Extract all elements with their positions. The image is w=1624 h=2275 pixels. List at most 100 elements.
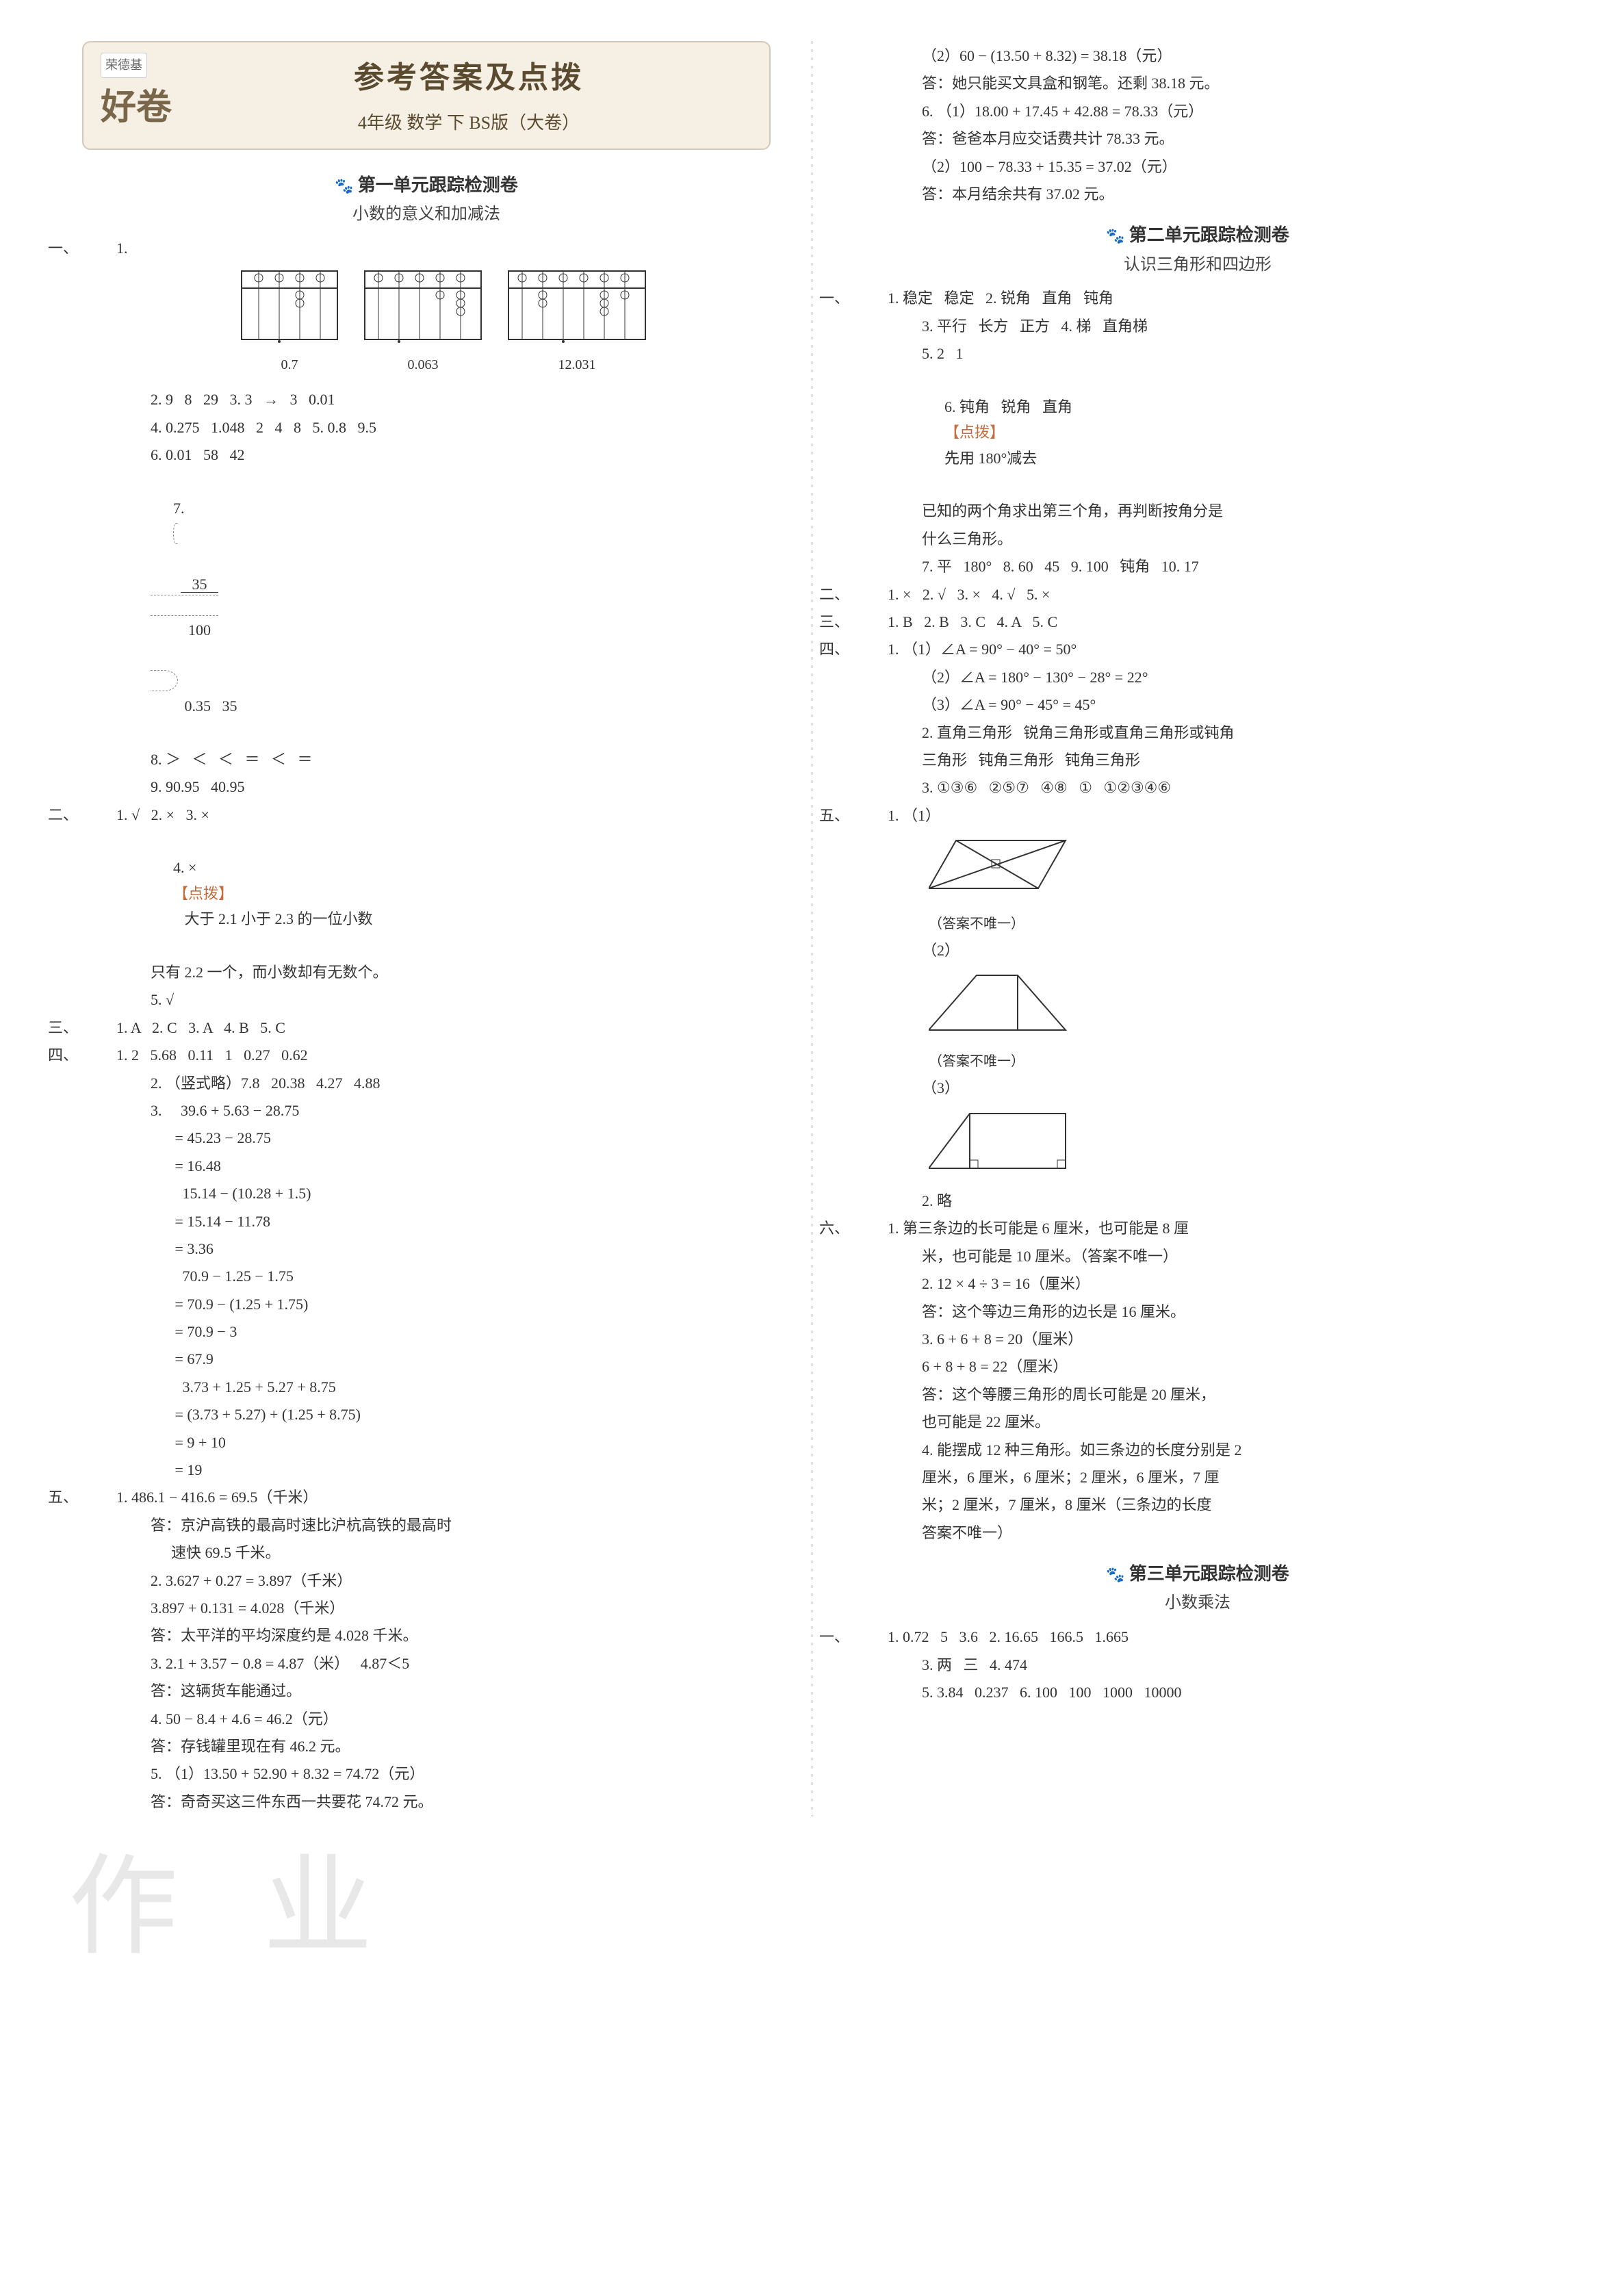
u1s2-q1-3: 1. √ 2. × 3. × <box>116 806 209 823</box>
u1s4-q3: 3. 39.6 + 5.63 − 28.75 <box>82 1098 771 1123</box>
u2s6-q1at: 1. 第三条边的长可能是 6 厘米，也可能是 8 厘 <box>888 1220 1189 1237</box>
u2s3: 三、1. B 2. B 3. C 4. A 5. C <box>853 609 1542 634</box>
u1s5-q4a: 4. 50 − 8.4 + 4.6 = 46.2（元） <box>82 1706 771 1732</box>
u1s4-q3-1: = 45.23 − 28.75 <box>82 1125 771 1151</box>
abacus-label-1: 0.7 <box>238 353 341 376</box>
u1s3-text: 1. A 2. C 3. A 4. B 5. C <box>116 1019 285 1036</box>
left-column: 荣德基 好卷 参考答案及点拨 4年级 数学 下 BS版（大卷） 🐾 第一单元跟踪检… <box>82 41 771 1816</box>
u1s5-q5b: 答：奇奇买这三件东西一共要花 74.72 元。 <box>82 1789 771 1814</box>
abacus-label-2: 0.063 <box>361 353 485 376</box>
u2s1-q1t: 1. 稳定 稳定 2. 锐角 直角 钝角 <box>888 290 1113 307</box>
shape-2 <box>929 968 1542 1044</box>
u1s4-q3-6: 70.9 − 1.25 − 1.75 <box>82 1263 771 1289</box>
watermark: 作 业 <box>68 1814 400 2000</box>
u1s5-q6b: 答：爸爸本月应交话费共计 78.33 元。 <box>853 126 1542 151</box>
u3s1-q1: 一、1. 0.72 5 3.6 2. 16.65 166.5 1.665 <box>853 1624 1542 1649</box>
u1s5-q2b: 3.897 + 0.131 = 4.028（千米） <box>82 1595 771 1621</box>
u2s6-q3b: 6 + 8 + 8 = 22（厘米） <box>853 1354 1542 1379</box>
rect-combo-svg <box>929 1107 1072 1175</box>
u2s2: 二、1. × 2. √ 3. × 4. √ 5. × <box>853 582 1542 607</box>
header-box: 荣德基 好卷 参考答案及点拨 4年级 数学 下 BS版（大卷） <box>82 41 771 150</box>
abacus-svg-2 <box>361 268 485 350</box>
u2s5-q1-1: 五、1. （1） <box>853 803 1542 828</box>
u1s4-q3-4: = 15.14 − 11.78 <box>82 1209 771 1234</box>
u1s3: 三、1. A 2. C 3. A 4. B 5. C <box>82 1015 771 1040</box>
logo-text: 好卷 <box>101 78 172 138</box>
u1s5-q5d: 答：她只能买文具盒和钢笔。还剩 38.18 元。 <box>853 70 1542 96</box>
right-column: （2）60 − (13.50 + 8.32) = 38.18（元） 答：她只能买… <box>853 41 1542 1816</box>
trapezoid-svg <box>929 968 1072 1037</box>
u1s5-q1c: 速快 69.5 千米。 <box>82 1540 771 1565</box>
shape2-note: （答案不唯一） <box>929 1050 1542 1073</box>
q7b: 0.35 35 <box>173 697 237 715</box>
title-area: 参考答案及点拨 4年级 数学 下 BS版（大卷） <box>185 53 752 138</box>
unit1-header: 🐾第一单元跟踪检测卷 小数的意义和加减法 <box>82 170 771 229</box>
unit3-subtitle: 小数乘法 <box>853 1589 1542 1617</box>
u2s6-q3c: 答：这个等腰三角形的周长可能是 20 厘米， <box>853 1382 1542 1407</box>
u2s6-q1a: 六、1. 第三条边的长可能是 6 厘米，也可能是 8 厘 <box>853 1216 1542 1241</box>
u1s5-q1b: 答：京沪高铁的最高时速比沪杭高铁的最高时 <box>82 1513 771 1538</box>
u1s5-q6d: 答：本月结余共有 37.02 元。 <box>853 181 1542 207</box>
u2s5-q1-1t: 1. （1） <box>888 807 940 824</box>
u1s5-q2a: 2. 3.627 + 0.27 = 3.897（千米） <box>82 1568 771 1593</box>
frac-bot: 100 <box>181 623 218 638</box>
u1s5-q2c: 答：太平洋的平均深度约是 4.028 千米。 <box>82 1623 771 1648</box>
unit2-header: 🐾第二单元跟踪检测卷 认识三角形和四边形 <box>853 220 1542 279</box>
u2s1-q5: 5. 2 1 <box>853 341 1542 366</box>
hint1: 【点拨】 <box>173 885 233 902</box>
u2s4-q1a: 四、1. （1）∠A = 90° − 40° = 50° <box>853 637 1542 662</box>
u2s6-q3d: 也可能是 22 厘米。 <box>853 1409 1542 1435</box>
u1s2-q4: 4. × 【点拨】 大于 2.1 小于 2.3 的一位小数 <box>82 830 771 957</box>
parallelogram-svg <box>929 834 1072 899</box>
u1s4-q3-3: 15.14 − (10.28 + 1.5) <box>82 1181 771 1206</box>
u2s3t: 1. B 2. B 3. C 4. A 5. C <box>888 613 1057 630</box>
u1s1-q2: 2. 9 8 29 3. 3 → 3 0.01 <box>82 387 771 412</box>
u1s2-q1: 二、1. √ 2. × 3. × <box>82 802 771 827</box>
unit1-title: 第一单元跟踪检测卷 <box>358 175 518 195</box>
u1s5-q3b: 答：这辆货车能通过。 <box>82 1678 771 1704</box>
paw-icon: 🐾 <box>335 177 353 194</box>
u2s6-q4b: 厘米，6 厘米，6 厘米；2 厘米，6 厘米，7 厘 <box>853 1465 1542 1490</box>
unit3-header: 🐾第三单元跟踪检测卷 小数乘法 <box>853 1559 1542 1617</box>
abacus-svg-3 <box>505 268 649 350</box>
u1s1-q9: 9. 90.95 40.95 <box>82 774 771 799</box>
u2s6-q4c: 米；2 厘米，7 厘米，8 厘米（三条边的长度 <box>853 1492 1542 1517</box>
u2s5-q1-2: （2） <box>853 938 1542 963</box>
paw-icon-2: 🐾 <box>1106 227 1124 244</box>
u2s6-q2a: 2. 12 × 4 ÷ 3 = 16（厘米） <box>853 1271 1542 1296</box>
u2s1-q7: 7. 平 180° 8. 60 45 9. 100 钝角 10. 17 <box>853 554 1542 579</box>
u2s1-q6c: 已知的两个角求出第三个角，再判断按角分是 <box>853 498 1542 524</box>
abacus-3: 12.031 <box>505 268 649 376</box>
abacus-2: 0.063 <box>361 268 485 376</box>
u1s4-q3-8: = 70.9 − 3 <box>82 1319 771 1344</box>
unit3-title: 第三单元跟踪检测卷 <box>1129 1564 1289 1584</box>
abacus-row: 0.7 0.063 <box>116 268 771 376</box>
u1s4-q3-7: = 70.9 − (1.25 + 1.75) <box>82 1291 771 1317</box>
u2s4-q2b: 三角形 钝角三角形 钝角三角形 <box>853 747 1542 773</box>
brand-label: 荣德基 <box>101 53 147 78</box>
u1s2-q5: 5. √ <box>82 987 771 1012</box>
abacus-svg-1 <box>238 268 341 350</box>
unit2-subtitle: 认识三角形和四边形 <box>853 251 1542 279</box>
u2s6-q1b: 米，也可能是 10 厘米。（答案不唯一） <box>853 1244 1542 1269</box>
u1s1-q7: 7. 35 100 0.35 35 <box>82 470 771 745</box>
u2s1-q6d: 什么三角形。 <box>853 526 1542 552</box>
u2s1-q6: 6. 钝角 锐角 直角 【点拨】 先用 180°减去 <box>853 369 1542 497</box>
page-container: 荣德基 好卷 参考答案及点拨 4年级 数学 下 BS版（大卷） 🐾 第一单元跟踪检… <box>82 41 1542 1816</box>
fraction-circled: 35 100 <box>151 523 218 691</box>
s1-q1: 一、1. <box>82 235 771 261</box>
u2s5-q1-3: （3） <box>853 1075 1542 1101</box>
u1s5-q5c: （2）60 − (13.50 + 8.32) = 38.18（元） <box>853 43 1542 68</box>
u1s4-q1: 四、1. 2 5.68 0.11 1 0.27 0.62 <box>82 1042 771 1068</box>
q6b: 先用 180°减去 <box>944 450 1037 467</box>
u2s4-q1at: 1. （1）∠A = 90° − 40° = 50° <box>888 641 1077 658</box>
u1s4-q3-13: = 19 <box>82 1457 771 1482</box>
q4b: 大于 2.1 小于 2.3 的一位小数 <box>173 910 373 927</box>
shape-3 <box>929 1107 1542 1183</box>
hint2: 【点拨】 <box>944 424 1005 441</box>
subtitle: 4年级 数学 下 BS版（大卷） <box>185 108 752 138</box>
shape-1 <box>929 834 1542 906</box>
u2s4-q2a: 2. 直角三角形 锐角三角形或直角三角形或钝角 <box>853 720 1542 745</box>
u2s6-q4a: 4. 能摆成 12 种三角形。如三条边的长度分别是 2 <box>853 1437 1542 1463</box>
u1s4-q3-9: = 67.9 <box>82 1346 771 1372</box>
